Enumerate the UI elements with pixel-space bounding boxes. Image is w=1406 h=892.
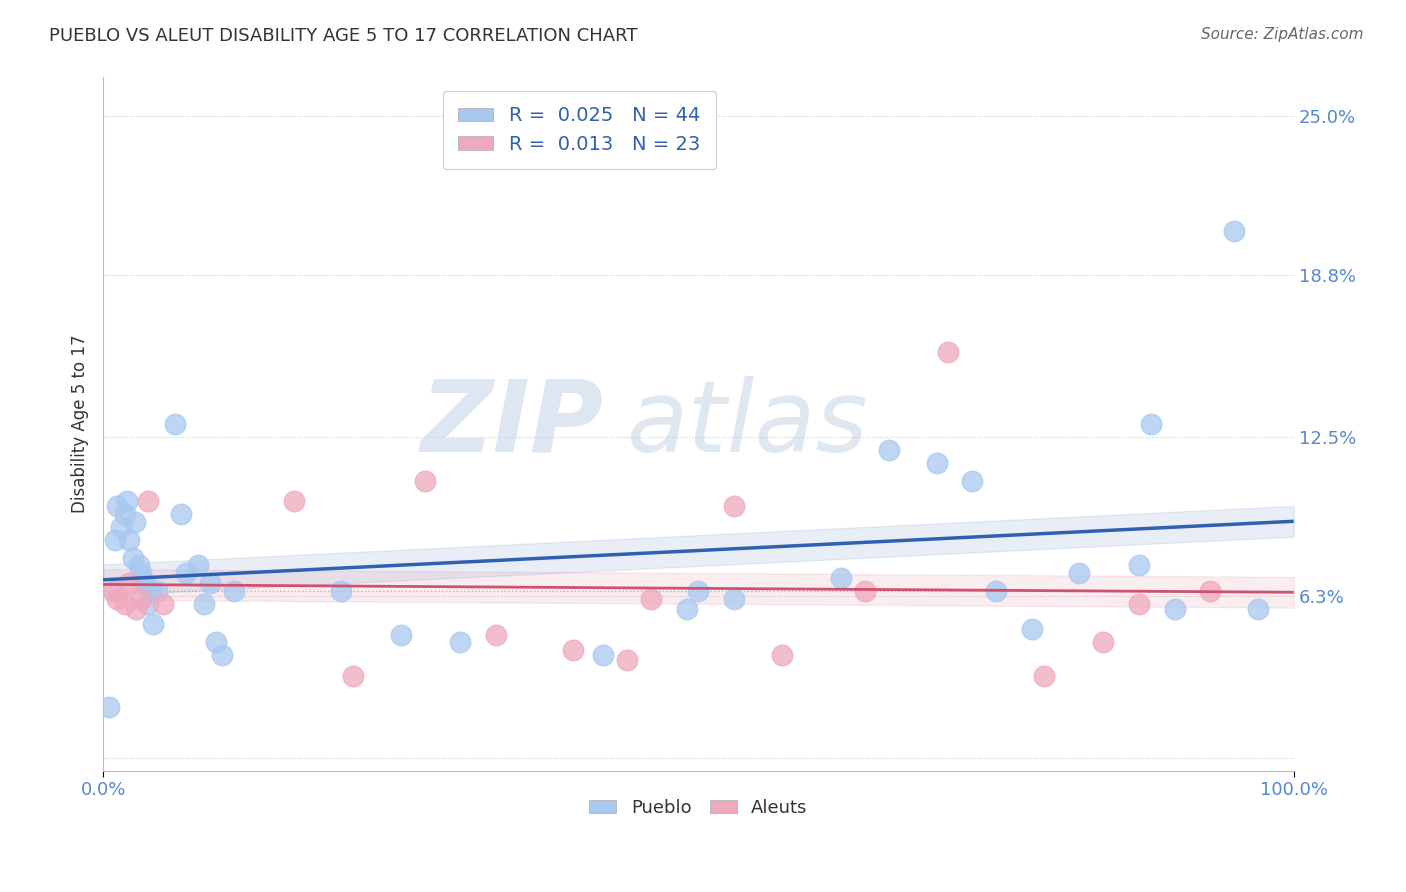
Point [1128,558,1150,573]
Point [145,584,167,599]
Point [152,597,174,611]
Point [1223,225,1246,239]
Point [193,597,215,611]
Point [389,627,412,641]
Point [938,345,960,359]
Point [98,699,121,714]
Point [984,584,1007,599]
Point [118,576,141,591]
Point [187,558,209,573]
Legend: Pueblo, Aleuts: Pueblo, Aleuts [582,791,814,824]
Point [200,576,222,591]
Point [118,533,141,547]
Point [1092,635,1115,649]
Point [124,515,146,529]
Point [1069,566,1091,580]
Text: ZIP: ZIP [420,376,603,473]
Point [723,591,745,606]
Point [129,566,152,580]
Point [107,591,129,606]
Point [770,648,793,662]
Text: atlas: atlas [627,376,869,473]
Point [104,533,127,547]
Point [962,474,984,488]
Point [1140,417,1163,431]
Point [211,648,233,662]
Point [877,442,900,457]
Point [115,494,138,508]
Point [101,584,124,599]
Point [110,520,132,534]
Point [1199,584,1222,599]
Point [107,500,129,514]
Point [413,474,436,488]
Point [1163,602,1185,616]
Point [592,648,614,662]
Point [128,558,150,573]
Point [283,494,305,508]
Point [1247,602,1270,616]
Point [342,669,364,683]
Point [134,576,156,591]
Point [142,617,165,632]
Point [688,584,710,599]
Point [176,566,198,580]
Point [1032,669,1054,683]
Point [169,507,191,521]
Point [485,627,508,641]
Point [616,653,638,667]
Point [163,417,186,431]
Point [330,584,353,599]
Y-axis label: Disability Age 5 to 17: Disability Age 5 to 17 [72,334,89,513]
Point [139,584,162,599]
Point [129,591,152,606]
Point [675,602,697,616]
Point [1021,623,1043,637]
Point [114,507,136,521]
Point [222,584,245,599]
Point [830,571,852,585]
Point [723,500,745,514]
Point [125,602,148,616]
Point [1128,597,1150,611]
Point [138,597,160,611]
Point [640,591,662,606]
Text: Source: ZipAtlas.com: Source: ZipAtlas.com [1201,27,1364,42]
Point [114,597,136,611]
Point [449,635,471,649]
Point [138,494,160,508]
Text: PUEBLO VS ALEUT DISABILITY AGE 5 TO 17 CORRELATION CHART: PUEBLO VS ALEUT DISABILITY AGE 5 TO 17 C… [49,27,638,45]
Point [205,635,228,649]
Point [122,550,145,565]
Point [562,643,585,657]
Point [853,584,876,599]
Point [925,456,948,470]
